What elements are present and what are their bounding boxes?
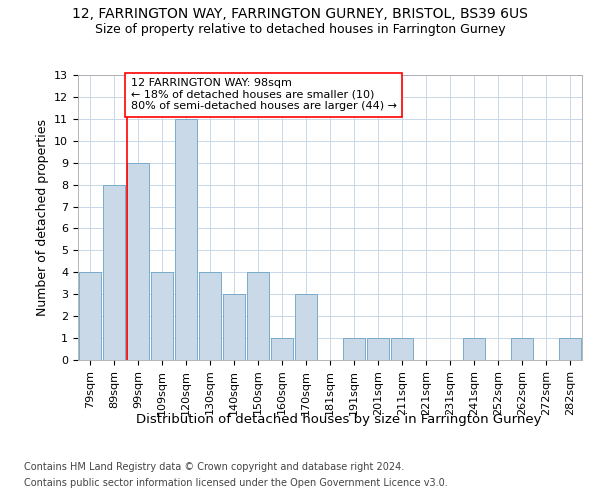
- Y-axis label: Number of detached properties: Number of detached properties: [35, 119, 49, 316]
- Bar: [511, 338, 533, 360]
- Text: Size of property relative to detached houses in Farrington Gurney: Size of property relative to detached ho…: [95, 22, 505, 36]
- Text: Contains HM Land Registry data © Crown copyright and database right 2024.: Contains HM Land Registry data © Crown c…: [24, 462, 404, 472]
- Bar: [463, 338, 485, 360]
- Text: Contains public sector information licensed under the Open Government Licence v3: Contains public sector information licen…: [24, 478, 448, 488]
- Bar: [343, 338, 365, 360]
- Bar: [151, 272, 173, 360]
- Bar: [199, 272, 221, 360]
- Bar: [223, 294, 245, 360]
- Bar: [175, 119, 197, 360]
- Bar: [391, 338, 413, 360]
- Bar: [127, 162, 149, 360]
- Bar: [559, 338, 581, 360]
- Bar: [271, 338, 293, 360]
- Bar: [295, 294, 317, 360]
- Text: 12, FARRINGTON WAY, FARRINGTON GURNEY, BRISTOL, BS39 6US: 12, FARRINGTON WAY, FARRINGTON GURNEY, B…: [72, 8, 528, 22]
- Bar: [247, 272, 269, 360]
- Bar: [103, 184, 125, 360]
- Bar: [79, 272, 101, 360]
- Bar: [367, 338, 389, 360]
- Text: Distribution of detached houses by size in Farrington Gurney: Distribution of detached houses by size …: [136, 412, 542, 426]
- Text: 12 FARRINGTON WAY: 98sqm
← 18% of detached houses are smaller (10)
80% of semi-d: 12 FARRINGTON WAY: 98sqm ← 18% of detach…: [131, 78, 397, 112]
